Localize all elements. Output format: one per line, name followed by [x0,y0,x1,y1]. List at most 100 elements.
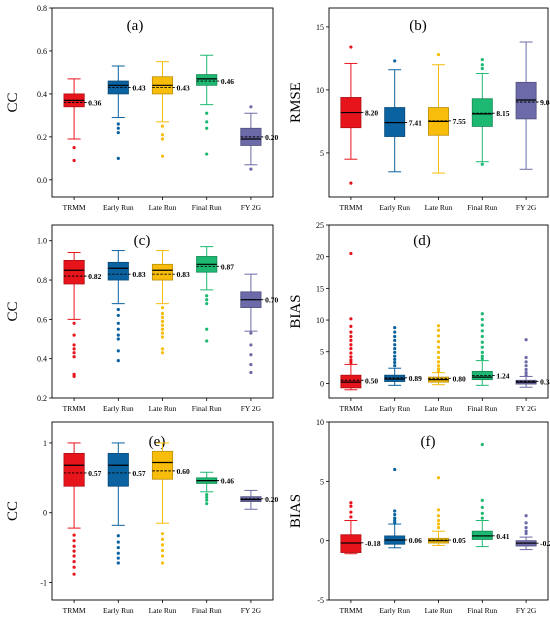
outlier-point [393,516,397,520]
x-tick-label: FY 2G [241,606,262,615]
outlier-point [116,327,120,331]
x-tick-label: Final Run [192,606,222,615]
outlier-point [205,498,209,502]
mean-value-label: 0.46 [221,477,234,486]
outlier-point [205,120,209,124]
outlier-point [72,533,76,537]
panel-label: (c) [134,233,151,249]
mean-value-label: -0.21 [540,539,550,548]
x-tick-label: Early Run [379,606,410,615]
panel-label: (f) [421,434,436,450]
outlier-point [480,317,484,322]
box-early-run: Early Run 0.06 [379,467,422,615]
mean-value-label: 0.83 [177,270,190,279]
outlier-point [72,347,76,351]
mean-value-label: 0.34 [540,377,550,386]
outlier-point [72,544,76,548]
y-tick-label: 0.6 [37,47,47,56]
outlier-point [116,359,120,363]
x-tick-label: Late Run [425,203,453,212]
outlier-point [480,345,484,349]
outlier-point [72,554,76,558]
panel-e: -1 0 1 CC (e) TRMM 0.57 Early Run 0.57 Late Run 0.… [5,421,278,615]
outlier-point [205,294,209,298]
outlier-point [249,167,253,171]
outlier-point [480,312,484,316]
mean-value-label: 0.57 [132,469,145,478]
outlier-point [160,311,165,316]
y-tick-label: 25 [316,221,324,230]
iqr-box [151,450,174,480]
outlier-point [160,323,165,327]
y-tick-label: 15 [316,284,324,293]
outlier-point [116,349,120,353]
panel-c: 0.2 0.4 0.6 0.8 1.0 CC (c) TRMM 0.82 Early Run 0.8… [5,224,278,413]
outlier-point [349,334,353,339]
outlier-point [436,508,441,512]
y-tick-label: 20 [316,253,324,262]
outlier-point [205,495,209,499]
box-trmm: TRMM 8.20 [339,45,378,212]
outlier-point [393,518,397,523]
box-fy-2g: FY 2G 0.20 [240,489,278,615]
outlier-point [72,565,76,569]
outlier-point [436,345,441,349]
outlier-point [116,561,120,565]
outlier-point [524,371,528,375]
outlier-point [349,346,353,351]
outlier-point [393,360,397,365]
outlier-point [72,158,76,163]
panel-label: (b) [409,18,427,34]
outlier-point [205,152,209,156]
box-early-run: Early Run 0.43 [103,65,146,212]
box-late-run: Late Run 0.05 [425,476,466,615]
outlier-point [393,334,397,339]
outlier-point [524,367,528,372]
x-tick-label: Late Run [149,203,177,212]
y-tick-label: -1 [40,579,47,588]
outlier-point [205,339,209,343]
outlier-point [160,347,165,351]
outlier-point [436,364,441,368]
y-tick-label: 1 [43,439,47,448]
x-tick-label: TRMM [63,203,86,212]
outlier-point [160,315,165,319]
iqr-box [340,374,362,389]
y-tick-label: 0.4 [37,90,47,99]
x-tick-label: Early Run [379,404,410,413]
outlier-point [480,58,484,62]
box-trmm: TRMM -0.18 [339,501,381,615]
mean-value-label: 0.80 [453,374,466,383]
outlier-point [524,373,528,377]
outlier-point [524,355,528,360]
box-early-run: Early Run 0.57 [103,442,146,615]
mean-value-label: 0.70 [265,296,278,305]
box-trmm: TRMM 0.50 [339,251,378,413]
outlier-point [524,529,528,533]
mean-value-label: 0.36 [88,99,101,108]
box-final-run: Final Run 8.15 [467,58,510,212]
outlier-point [480,350,484,354]
box-trmm: TRMM 0.36 [63,78,102,212]
mean-value-label: 7.55 [453,117,466,126]
outlier-point [249,370,253,375]
outlier-point [393,346,397,351]
outlier-point [116,551,120,555]
outlier-point [249,343,253,347]
x-tick-label: TRMM [63,606,86,615]
iqr-box [63,259,85,285]
mean-value-label: 0.43 [132,83,145,92]
iqr-box [471,98,493,127]
outlier-point [205,126,209,130]
outlier-point [349,355,353,359]
x-tick-label: TRMM [339,404,362,413]
mean-value-label: 0.89 [409,374,422,383]
box-final-run: Final Run 0.46 [192,471,234,615]
x-tick-label: Early Run [379,203,410,212]
box-final-run: Final Run 0.46 [192,54,234,212]
mean-value-label: 8.15 [496,109,509,118]
outlier-point [436,350,441,354]
y-axis-label: BIAS [288,294,304,328]
y-tick-label: 5 [320,348,324,357]
outlier-point [480,63,484,67]
